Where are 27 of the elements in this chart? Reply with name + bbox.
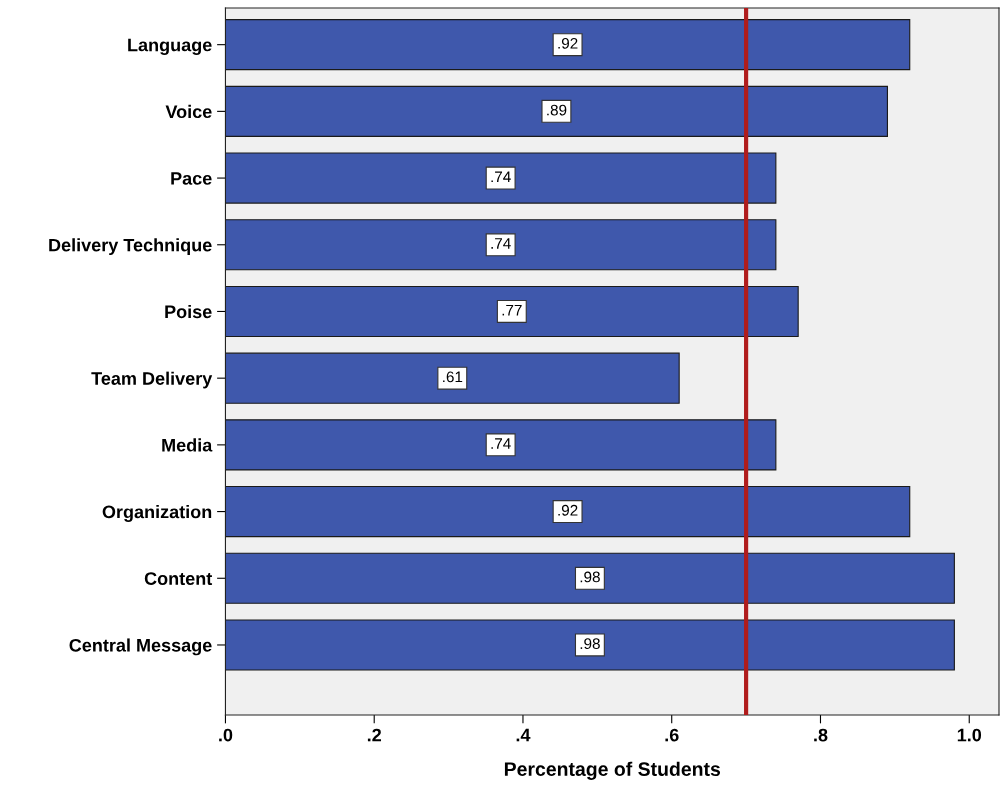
x-tick-label: .8 [814,728,828,742]
y-tick-label: Poise [165,304,212,319]
y-tick-label: Language [128,38,212,55]
y-tick-label: Voice [165,104,212,119]
y-tick-label: Content [144,572,213,585]
x-axis-title: Percentage of Students [504,761,721,780]
y-tick-label: Pace [171,172,212,185]
x-tick-label: .2 [367,728,382,742]
data-label: .89 [547,104,567,116]
data-label: .98 [580,571,600,583]
x-tick-label: .0 [219,728,233,742]
y-tick-label: Team Delivery [91,371,213,389]
x-tick-label: .6 [665,728,679,742]
y-tick-label: Delivery Technique [49,238,212,256]
x-tick-label: .4 [516,728,531,742]
data-label: .98 [580,638,600,650]
x-tick-label: 1.0 [957,728,982,742]
y-tick-label: Organization [102,505,212,522]
data-label: .92 [558,504,578,516]
data-label: .92 [558,37,578,49]
y-tick-label: Central Message [69,638,212,656]
data-label: .61 [443,371,463,383]
y-tick-label: Media [162,438,213,452]
data-label: .74 [491,171,511,183]
data-label: .74 [491,438,511,449]
data-label: .74 [491,238,511,249]
data-label: .77 [502,304,522,316]
